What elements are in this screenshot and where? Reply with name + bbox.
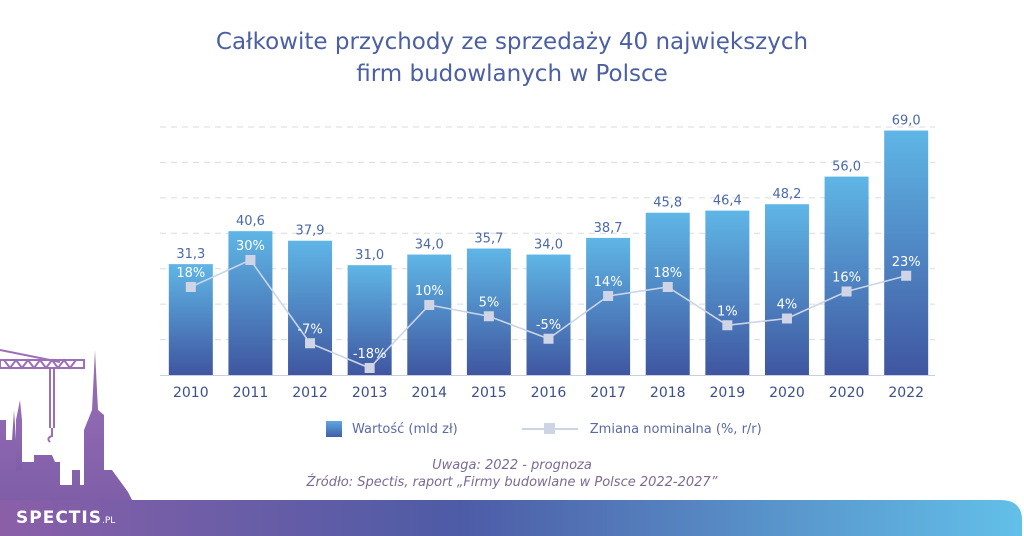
brand-logo: SPECTIS.PL: [16, 508, 115, 528]
line-point: [841, 286, 852, 297]
x-tick-label: 2016: [531, 385, 567, 401]
line-point: [603, 291, 614, 301]
x-tick-label: 2012: [292, 385, 328, 401]
line-point-label: 1%: [717, 304, 738, 319]
note-forecast: Uwaga: 2022 - prognoza: [432, 458, 592, 473]
bar-value-label: 56,0: [832, 160, 861, 175]
line-point: [722, 320, 733, 331]
bar-2014: [407, 254, 452, 375]
x-tick-label: 2013: [352, 385, 388, 401]
legend-line-swatch: [521, 423, 578, 434]
bar-value-label: 34,0: [415, 238, 444, 253]
bar-value-label: 34,0: [534, 238, 563, 253]
line-point-label: 10%: [415, 284, 444, 299]
x-tick-label: 2018: [650, 385, 686, 401]
line-point: [364, 363, 375, 373]
line-point-label: 18%: [653, 266, 682, 281]
line-point: [185, 282, 196, 292]
bar-value-label: 45,8: [653, 196, 682, 211]
bar-2012: [288, 240, 333, 375]
bar-value-label: 69,0: [892, 114, 921, 129]
line-point: [901, 270, 912, 281]
x-tick-label: 2020: [829, 385, 865, 401]
x-tick-label: 2019: [710, 385, 746, 401]
note-source: Źródło: Spectis, raport „Firmy budowlane…: [306, 475, 718, 490]
bar-2020: [824, 176, 869, 375]
bar-value-label: 31,3: [176, 247, 205, 262]
x-tick-label: 2020: [769, 385, 805, 401]
city-skyline-illustration: [0, 350, 132, 500]
bar-value-label: 48,2: [772, 187, 801, 202]
crane-icon: [0, 349, 85, 443]
bar-2016: [526, 254, 571, 375]
legend-bar-label: Wartość (mld zł): [352, 421, 458, 437]
line-point: [305, 338, 316, 349]
legend-line-label: Zmiana nominalna (%, r/r): [589, 421, 762, 437]
bottom-band: [0, 500, 1022, 536]
line-point: [781, 313, 792, 324]
x-tick-label: 2015: [471, 385, 507, 401]
bar-value-label: 31,0: [355, 248, 384, 263]
line-point-label: 30%: [236, 239, 265, 254]
x-tick-label: 2022: [888, 385, 924, 401]
x-tick-label: 2014: [411, 385, 447, 401]
line-point-label: -7%: [297, 322, 322, 337]
line-point: [424, 300, 435, 310]
line-point-label: 4%: [777, 298, 798, 313]
line-point-label: 23%: [892, 255, 921, 270]
bar-value-label: 35,7: [474, 232, 503, 247]
line-point: [662, 282, 673, 292]
brand-suffix: .PL: [101, 516, 116, 526]
chart-title: Całkowite przychody ze sprzedaży 40 najw…: [0, 26, 1024, 90]
bar-2020: [764, 204, 809, 375]
line-point-label: 18%: [176, 266, 205, 281]
line-point-label: 14%: [594, 275, 623, 290]
line-point: [483, 311, 494, 322]
bar-2019: [705, 210, 750, 375]
bar-value-label: 40,6: [236, 214, 265, 229]
bar-value-label: 37,9: [296, 224, 325, 239]
x-tick-label: 2011: [233, 385, 269, 401]
bar-value-label: 46,4: [713, 194, 742, 209]
line-point-label: -5%: [536, 318, 561, 333]
line-point: [543, 333, 554, 344]
legend-bar-swatch: [326, 421, 342, 437]
line-point-label: 5%: [479, 295, 500, 310]
line-point-label: -18%: [353, 347, 387, 362]
line-point: [245, 255, 256, 265]
brand-name: SPECTIS: [16, 508, 102, 528]
bar-value-label: 38,7: [594, 221, 623, 236]
bar-2018: [645, 212, 690, 375]
chart-title-line-2: firm budowlanych w Polsce: [356, 61, 668, 87]
x-tick-label: 2010: [173, 385, 209, 401]
line-point-label: 16%: [832, 271, 861, 286]
legend: Wartość (mld zł) Zmiana nominalna (%, r/…: [326, 421, 762, 437]
bar-2013: [347, 265, 392, 375]
bar-2022: [884, 130, 929, 375]
x-tick-label: 2017: [590, 385, 626, 401]
chart-title-line-1: Całkowite przychody ze sprzedaży 40 najw…: [215, 29, 809, 55]
